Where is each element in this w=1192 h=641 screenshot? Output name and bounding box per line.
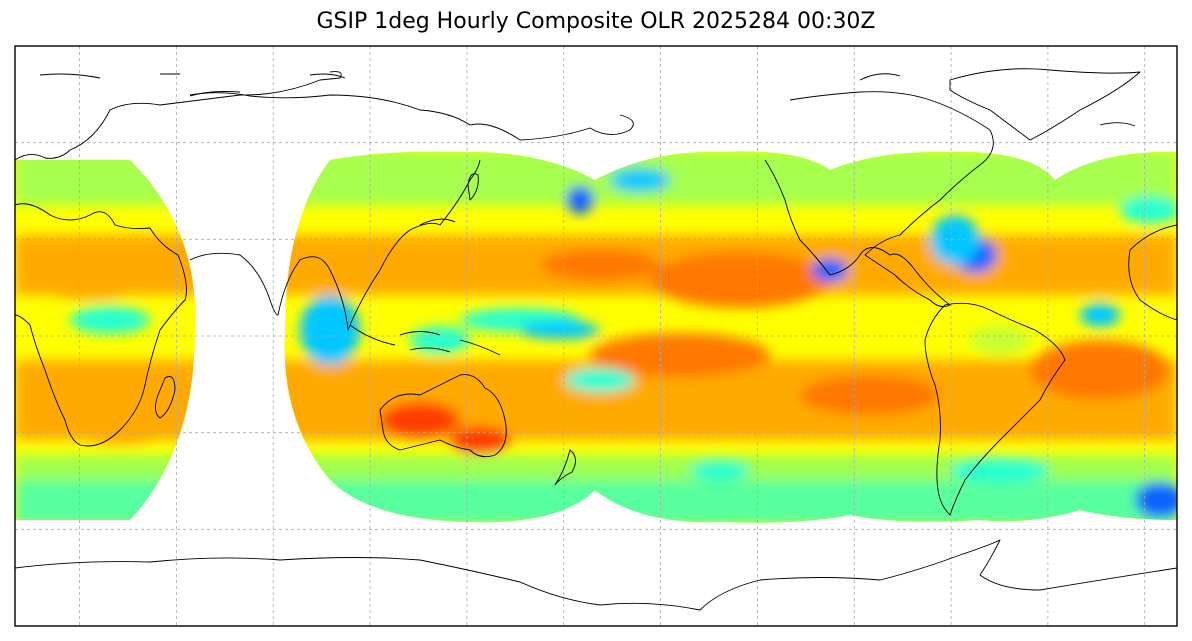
coast-indonesia (349, 324, 501, 356)
coast-antarctica (15, 539, 1177, 611)
coast-arctic-islands (39, 73, 1136, 127)
coast-asia (189, 92, 634, 331)
map-frame (14, 45, 1178, 627)
coast-africa-east-edge (1128, 224, 1177, 321)
olr-field (15, 151, 1177, 523)
coast-europe-africa (15, 71, 342, 447)
coast-north-america (764, 91, 994, 308)
coast-australia (379, 374, 507, 458)
coast-japan (419, 173, 479, 226)
coast-greenland (949, 68, 1141, 141)
coast-new-zealand (554, 449, 576, 486)
map-title: GSIP 1deg Hourly Composite OLR 2025284 0… (316, 9, 876, 34)
graticule (15, 46, 1177, 626)
coast-madagascar (155, 376, 176, 419)
coastlines (15, 68, 1177, 611)
coast-south-america (924, 302, 1066, 516)
